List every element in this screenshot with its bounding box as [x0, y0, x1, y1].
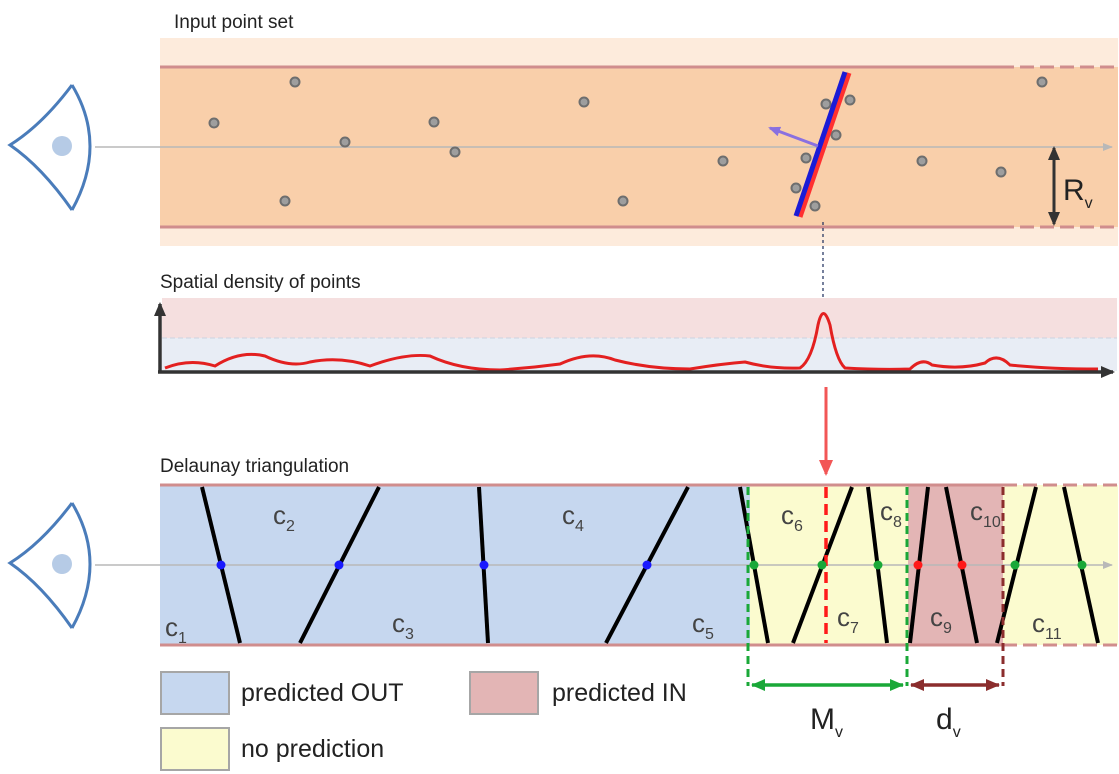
point [995, 166, 1007, 178]
vertex [479, 560, 489, 570]
cell-label-c3: c3 [392, 608, 414, 643]
cell-label-c8: c8 [880, 496, 902, 531]
legend-swatch [469, 671, 539, 715]
input-point-set-panel: Input point set [7, 12, 1118, 306]
vertex [817, 560, 827, 570]
vertex [957, 560, 967, 570]
distance-label: dv [936, 703, 961, 741]
legend-item-no-prediction: no prediction [160, 727, 384, 771]
density-panel-title: Spatial density of points [160, 272, 361, 293]
cell-label-c5: c5 [692, 608, 714, 643]
legend-item-predicted-out: predicted OUT [160, 671, 404, 715]
vertex [1077, 560, 1087, 570]
vertex [216, 560, 226, 570]
point [830, 129, 842, 141]
legend-label: predicted IN [552, 679, 687, 707]
point [790, 182, 802, 194]
legend-label: no prediction [241, 735, 384, 763]
eye-icon [7, 502, 92, 629]
legend-swatch [160, 671, 230, 715]
point [279, 195, 291, 207]
points [208, 76, 1048, 212]
point [844, 94, 856, 106]
cell-label-c4: c4 [562, 500, 584, 535]
point [617, 195, 629, 207]
cell-label-c10: c10 [970, 496, 1001, 531]
point [428, 116, 440, 128]
cell-label-c11: c11 [1032, 608, 1062, 643]
vertex [873, 560, 883, 570]
point [208, 117, 220, 129]
vertex [913, 560, 923, 570]
legend: predicted OUT predicted IN no prediction [160, 671, 687, 771]
vertex [749, 560, 759, 570]
delaunay-panel-title: Delaunay triangulation [160, 456, 349, 477]
fitted-plane [793, 71, 852, 218]
point [916, 155, 928, 167]
cell-label-c7: c7 [837, 602, 859, 637]
density-panel: Spatial density of points [154, 272, 1117, 476]
point [578, 96, 590, 108]
point [289, 76, 301, 88]
density-curve [164, 312, 1099, 372]
vertex [642, 560, 652, 570]
legend-item-predicted-in: predicted IN [469, 671, 687, 715]
point [339, 136, 351, 148]
delaunay-panel: Delaunay triangulation [7, 456, 1118, 741]
cell-label-c9: c9 [930, 602, 952, 637]
vertex [334, 560, 344, 570]
input-panel-title: Input point set [174, 12, 294, 33]
density-upper-band [162, 298, 1117, 338]
radius-label: Rv [1063, 174, 1093, 212]
point [820, 98, 832, 110]
point [449, 146, 461, 158]
cell-labels: c1 c2 c3 c4 c5 c6 c7 c8 c9 c10 c11 [165, 496, 1062, 647]
cell-label-c1: c1 [165, 612, 187, 647]
point [717, 155, 729, 167]
point [1036, 76, 1048, 88]
point [800, 152, 812, 164]
eye-icon [7, 84, 92, 211]
legend-swatch [160, 727, 230, 771]
cell-label-c6: c6 [781, 500, 803, 535]
vertex [1010, 560, 1020, 570]
plane-normal-arrow [768, 126, 819, 148]
margin-label: Mv [810, 703, 843, 741]
edge-vertices [216, 560, 1087, 570]
point [809, 200, 821, 212]
cell-label-c2: c2 [273, 500, 295, 535]
legend-label: predicted OUT [241, 679, 404, 707]
